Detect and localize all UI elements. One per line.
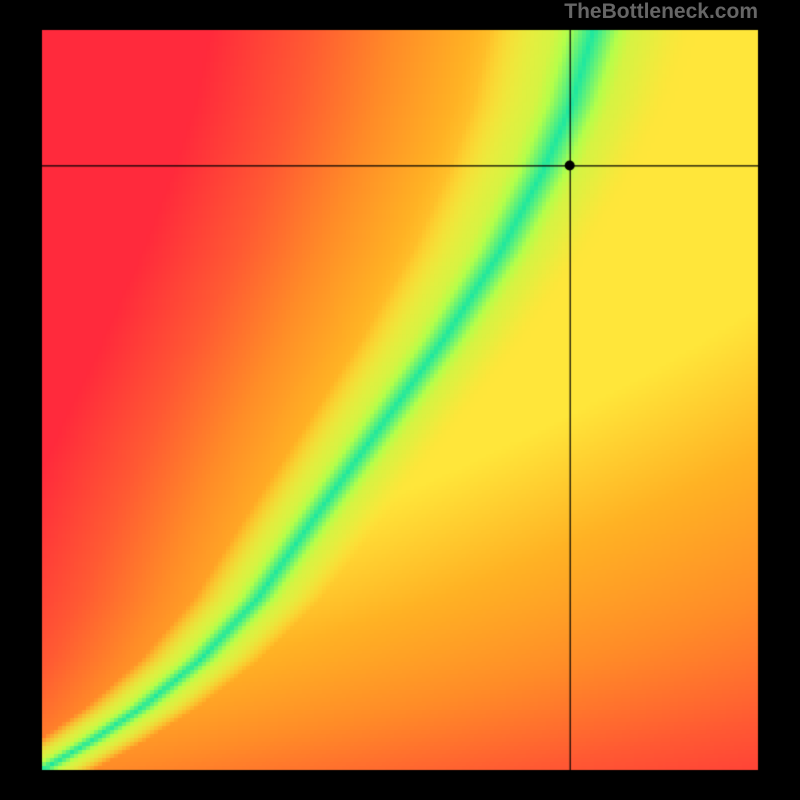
bottleneck-heatmap	[0, 0, 800, 800]
attribution-text: TheBottleneck.com	[564, 0, 758, 24]
